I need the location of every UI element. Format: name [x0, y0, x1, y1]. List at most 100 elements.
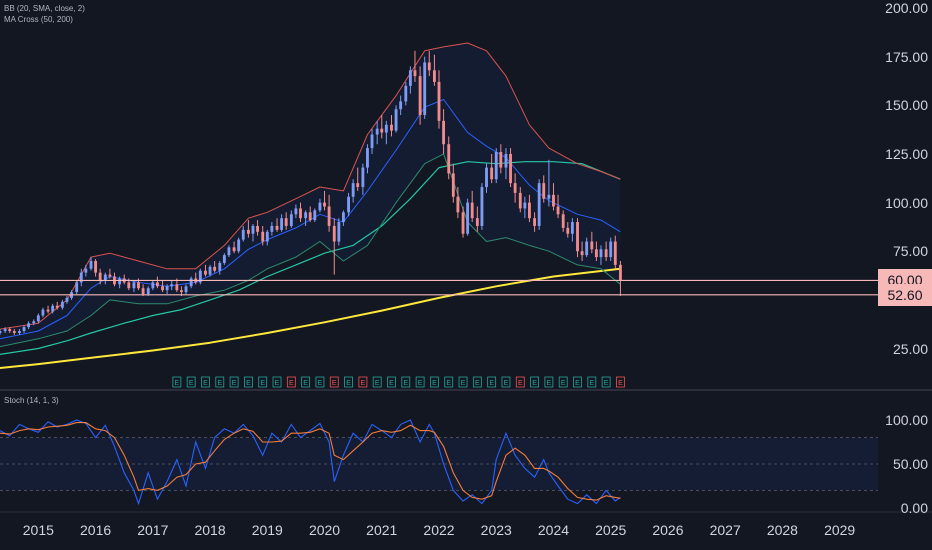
candle[interactable] [318, 198, 322, 213]
candle[interactable] [384, 120, 388, 145]
candle[interactable] [8, 327, 12, 333]
earnings-marker[interactable]: E [272, 376, 282, 388]
earnings-marker[interactable]: E [616, 376, 625, 388]
candle[interactable] [84, 264, 88, 277]
candle[interactable] [18, 329, 21, 335]
candle[interactable] [413, 50, 417, 82]
candle[interactable] [103, 272, 107, 285]
candle[interactable] [12, 329, 16, 335]
candle[interactable] [356, 167, 360, 191]
earnings-marker[interactable]: E [387, 376, 396, 388]
candle[interactable] [94, 259, 98, 277]
candle[interactable] [79, 268, 83, 287]
earnings-marker[interactable]: E [487, 376, 497, 388]
candle[interactable] [423, 56, 427, 119]
candle[interactable] [570, 218, 574, 242]
candle[interactable] [509, 148, 512, 188]
candle[interactable] [161, 280, 164, 293]
candle[interactable] [165, 284, 169, 295]
candle[interactable] [341, 210, 345, 226]
candle[interactable] [590, 231, 594, 254]
candle[interactable] [537, 179, 541, 230]
candle[interactable] [499, 144, 503, 174]
candle[interactable] [36, 313, 40, 324]
candle[interactable] [380, 115, 384, 139]
earnings-marker[interactable]: E [601, 376, 611, 388]
candle[interactable] [366, 144, 369, 174]
candle[interactable] [141, 284, 145, 296]
candle[interactable] [432, 54, 436, 86]
candle[interactable] [55, 301, 59, 310]
candle[interactable] [46, 305, 50, 314]
candle[interactable] [132, 280, 136, 293]
earnings-marker[interactable]: E [501, 376, 511, 388]
earnings-marker[interactable]: E [444, 376, 454, 388]
candle[interactable] [151, 280, 155, 291]
candle[interactable] [456, 187, 460, 219]
candle[interactable] [327, 194, 331, 232]
earnings-marker[interactable]: E [215, 376, 225, 388]
earnings-marker[interactable]: E [430, 376, 439, 388]
earnings-marker[interactable]: E [458, 376, 468, 388]
candle[interactable] [375, 120, 379, 145]
candle[interactable] [585, 237, 589, 258]
candle[interactable] [466, 198, 470, 236]
candle[interactable] [418, 66, 422, 125]
candle[interactable] [485, 163, 488, 193]
earnings-marker[interactable]: E [530, 376, 539, 388]
candle[interactable] [304, 210, 308, 226]
candle[interactable] [313, 208, 317, 223]
bb-upper-line[interactable] [0, 42, 621, 330]
candle[interactable] [251, 224, 255, 242]
earnings-marker[interactable]: E [401, 376, 411, 388]
earnings-marker[interactable]: E [515, 376, 525, 388]
candle[interactable] [566, 222, 570, 238]
earnings-marker[interactable]: E [172, 376, 182, 388]
earnings-marker[interactable]: E [344, 376, 353, 388]
earnings-marker[interactable]: E [415, 376, 425, 388]
candle[interactable] [213, 260, 217, 273]
earnings-marker[interactable]: E [201, 376, 210, 388]
earnings-marker[interactable]: E [472, 376, 482, 388]
candle[interactable] [513, 173, 517, 203]
candle[interactable] [265, 229, 269, 246]
candle[interactable] [442, 109, 446, 154]
candle[interactable] [237, 237, 241, 254]
candle[interactable] [275, 218, 279, 232]
earnings-marker[interactable]: E [258, 376, 268, 388]
candle[interactable] [390, 115, 393, 137]
candle[interactable] [552, 183, 555, 211]
candle[interactable] [399, 95, 403, 116]
candle[interactable] [280, 214, 284, 232]
candle[interactable] [284, 212, 288, 230]
candle[interactable] [155, 276, 159, 289]
candle[interactable] [494, 148, 498, 184]
candle[interactable] [351, 179, 355, 203]
candle[interactable] [451, 163, 455, 203]
candle[interactable] [98, 268, 102, 285]
candle[interactable] [332, 218, 336, 275]
candle[interactable] [118, 276, 122, 289]
candle[interactable] [561, 210, 565, 232]
candle[interactable] [65, 296, 69, 304]
candle[interactable] [51, 303, 55, 314]
ma200-line[interactable] [0, 267, 621, 369]
earnings-marker[interactable]: E [229, 376, 239, 388]
earnings-marker[interactable]: E [587, 376, 597, 388]
candle[interactable] [75, 280, 79, 295]
earnings-marker[interactable]: E [358, 376, 368, 388]
legend-stoch[interactable]: Stoch (14, 1, 3) [4, 396, 59, 405]
candle[interactable] [204, 264, 207, 277]
candle[interactable] [347, 192, 350, 217]
candle[interactable] [256, 220, 259, 236]
candle[interactable] [0, 329, 2, 335]
candle[interactable] [189, 276, 193, 289]
candle[interactable] [542, 175, 546, 203]
candle[interactable] [609, 237, 613, 261]
candle[interactable] [475, 206, 479, 232]
candle[interactable] [613, 235, 617, 269]
earnings-marker[interactable]: E [301, 376, 311, 388]
candle[interactable] [3, 327, 7, 333]
